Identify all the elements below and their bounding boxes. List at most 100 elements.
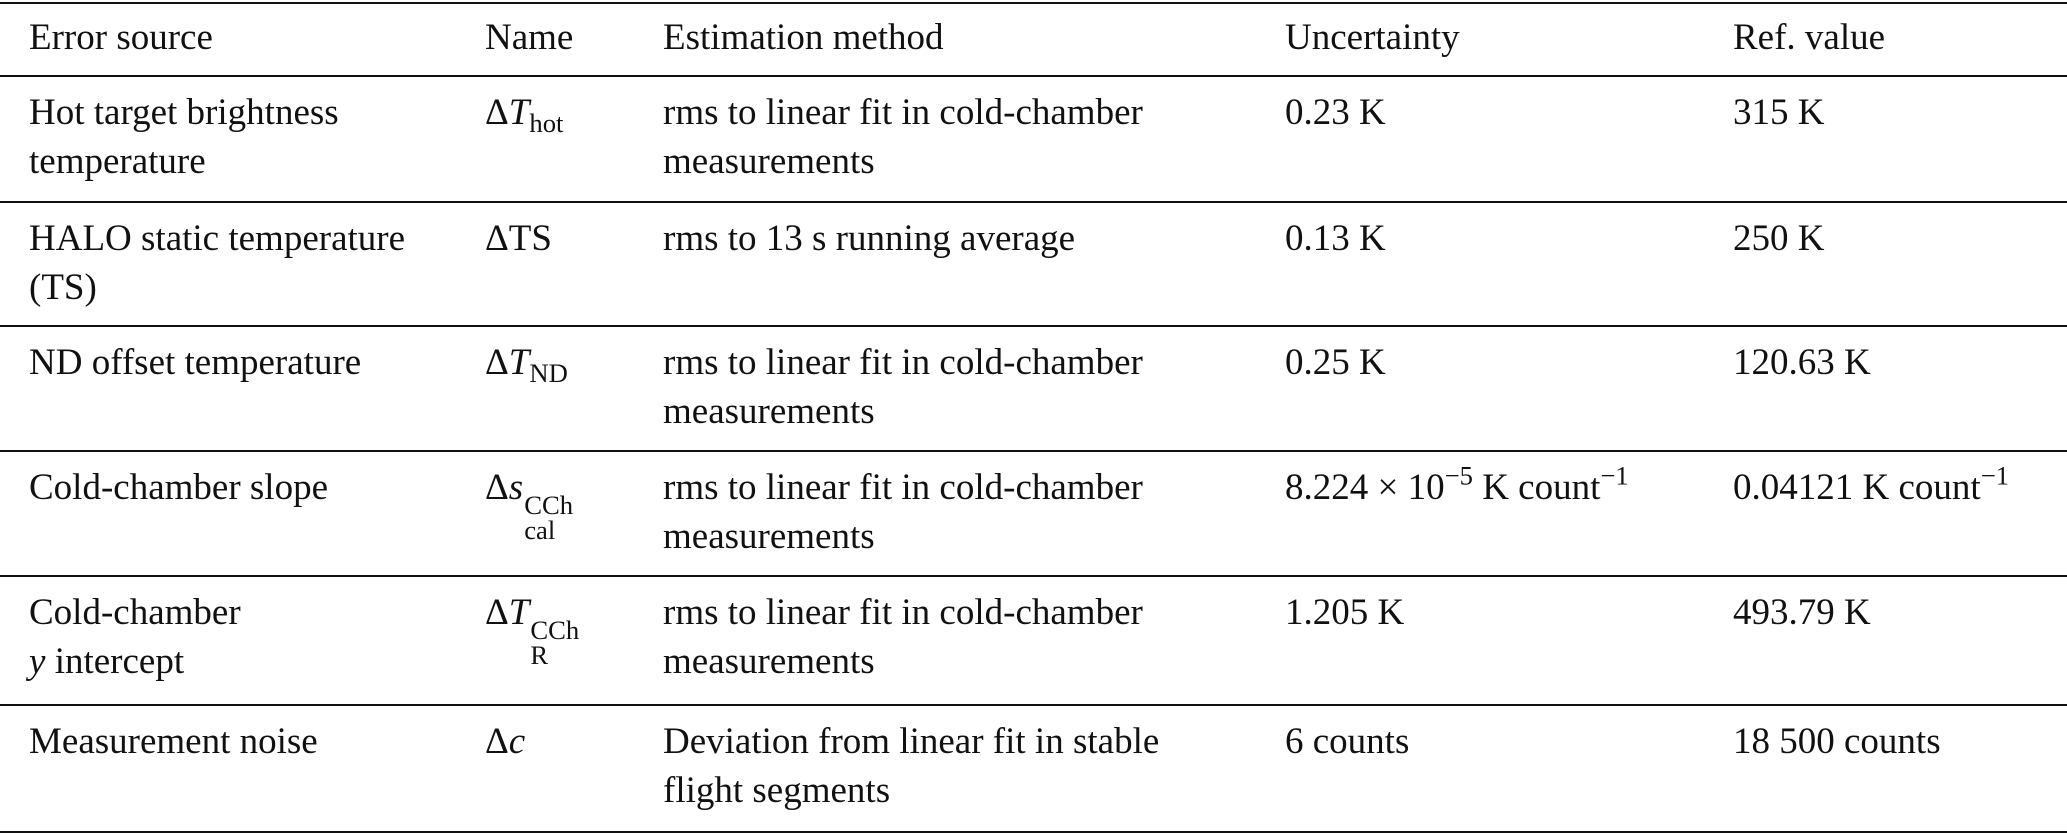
table-cell: Cold-chamber slope bbox=[29, 463, 328, 512]
table-cell: rms to linear fit in cold-chamber measure… bbox=[663, 463, 1143, 561]
cell-line: HALO static temperature bbox=[29, 218, 406, 259]
text-run: Δ bbox=[485, 342, 509, 383]
cell-line: Δs CCh cal bbox=[485, 463, 573, 543]
rule bbox=[0, 450, 2067, 452]
cell-line: 0.25 K bbox=[1285, 342, 1386, 383]
cell-line: Deviation from linear fit in stable bbox=[663, 721, 1160, 762]
table-cell: ΔTS bbox=[485, 214, 552, 263]
cell-line: rms to linear fit in cold-chamber bbox=[663, 467, 1143, 508]
table-cell: Measurement noise bbox=[29, 717, 318, 766]
cell-line: Measurement noise bbox=[29, 721, 318, 762]
rule bbox=[0, 704, 2067, 706]
cell-line: 315 K bbox=[1733, 92, 1825, 133]
sup-script: CCh bbox=[524, 489, 574, 520]
cell-line: ND offset temperature bbox=[29, 342, 362, 383]
table-cell: 0.04121 K count−1 bbox=[1733, 460, 2010, 512]
text-run: Δ bbox=[485, 92, 509, 133]
text-run: K count bbox=[1472, 467, 1601, 508]
rule bbox=[0, 575, 2067, 577]
italic-run: T bbox=[508, 592, 530, 633]
italic-run: T bbox=[508, 92, 530, 133]
cell-line: measurements bbox=[663, 391, 875, 432]
table-cell: rms to linear fit in cold-chamber measure… bbox=[663, 88, 1143, 186]
header-cell: Uncertainty bbox=[1285, 17, 1460, 58]
cell-line: ΔT CCh R bbox=[485, 588, 579, 668]
table-cell: 0.13 K bbox=[1285, 214, 1386, 263]
table-cell: 493.79 K bbox=[1733, 588, 1871, 637]
cell-line: 6 counts bbox=[1285, 721, 1410, 762]
sub-script: cal bbox=[524, 514, 556, 545]
text-run: Δ bbox=[485, 467, 509, 508]
cell-line: measurements bbox=[663, 141, 875, 182]
cell-line: 0.04121 K count−1 bbox=[1733, 460, 2010, 512]
cell-line: rms to 13 s running average bbox=[663, 218, 1076, 259]
italic-run: y bbox=[29, 641, 46, 682]
header-cell: Name bbox=[485, 17, 574, 58]
header-cell: Estimation method bbox=[663, 17, 944, 58]
text-run: 0.04121 K count bbox=[1733, 467, 1981, 508]
italic-run: s bbox=[508, 467, 524, 508]
cell-line: ΔTND bbox=[485, 338, 568, 387]
cell-line: Δc bbox=[485, 717, 525, 766]
text-run: 8.224 × 10 bbox=[1285, 467, 1445, 508]
cell-line: 1.205 K bbox=[1285, 592, 1405, 633]
sup-run: −5 bbox=[1444, 460, 1473, 491]
table-cell: 6 counts bbox=[1285, 717, 1409, 766]
rule bbox=[0, 831, 2067, 833]
table-cell: 0.23 K bbox=[1285, 88, 1386, 137]
script-stack: CCh cal bbox=[524, 489, 574, 545]
cell-line: measurements bbox=[663, 641, 875, 682]
table-cell: HALO static temperature (TS) bbox=[29, 214, 405, 312]
table-cell: 18 500 counts bbox=[1733, 717, 1941, 766]
table-cell: rms to 13 s running average bbox=[663, 214, 1075, 263]
cell-line: flight segments bbox=[663, 770, 891, 811]
cell-line: 18 500 counts bbox=[1733, 721, 1941, 762]
text-run: Δ bbox=[485, 721, 509, 762]
italic-run: T bbox=[508, 342, 530, 383]
cell-line: Cold-chamber bbox=[29, 592, 241, 633]
cell-line: 493.79 K bbox=[1733, 592, 1871, 633]
cell-line: rms to linear fit in cold-chamber bbox=[663, 342, 1143, 383]
sub-script: R bbox=[530, 639, 549, 670]
table-cell: 250 K bbox=[1733, 214, 1824, 263]
table-cell: 315 K bbox=[1733, 88, 1824, 137]
table-cell: Deviation from linear fit in stable fligh… bbox=[663, 717, 1159, 815]
header-cell: Error source bbox=[29, 17, 213, 58]
table-cell: Cold-chamber y intercept bbox=[29, 588, 241, 686]
rule bbox=[0, 325, 2067, 327]
table-cell: ΔTND bbox=[485, 338, 568, 387]
cell-line: 8.224 × 10−5 K count−1 bbox=[1285, 460, 1629, 512]
sup-run: −1 bbox=[1600, 460, 1629, 491]
cell-line: Hot target brightness bbox=[29, 92, 339, 133]
table-cell: 120.63 K bbox=[1733, 338, 1871, 387]
cell-line: rms to linear fit in cold-chamber bbox=[663, 92, 1143, 133]
script-stack: CCh R bbox=[530, 614, 580, 670]
table-cell: Hot target brightness temperature bbox=[29, 88, 339, 186]
sup-script: CCh bbox=[530, 614, 580, 645]
rule bbox=[0, 75, 2067, 77]
table-cell: 0.25 K bbox=[1285, 338, 1386, 387]
rule bbox=[0, 201, 2067, 203]
header-cell: Ref. value bbox=[1733, 17, 1886, 58]
text-run: intercept bbox=[45, 641, 185, 682]
cell-line: (TS) bbox=[29, 267, 97, 308]
sub-run: hot bbox=[529, 107, 564, 138]
table-cell: Δs CCh cal bbox=[485, 463, 573, 543]
table-cell: ΔT CCh R bbox=[485, 588, 579, 668]
table-cell: ΔThot bbox=[485, 88, 563, 137]
text-run: Δ bbox=[485, 592, 509, 633]
cell-line: ΔTS bbox=[485, 218, 552, 259]
cell-line: Cold-chamber slope bbox=[29, 467, 328, 508]
table-cell: rms to linear fit in cold-chamber measure… bbox=[663, 588, 1143, 686]
sup-run: −1 bbox=[1980, 460, 2010, 491]
cell-line: 0.13 K bbox=[1285, 218, 1386, 259]
cell-line: temperature bbox=[29, 141, 206, 182]
cell-line: measurements bbox=[663, 516, 875, 557]
cell-line: 0.23 K bbox=[1285, 92, 1386, 133]
cell-line: y intercept bbox=[29, 637, 241, 686]
table-cell: 1.205 K bbox=[1285, 588, 1404, 637]
cell-line: rms to linear fit in cold-chamber bbox=[663, 592, 1143, 633]
cell-line: 250 K bbox=[1733, 218, 1825, 259]
italic-run: c bbox=[508, 721, 526, 762]
